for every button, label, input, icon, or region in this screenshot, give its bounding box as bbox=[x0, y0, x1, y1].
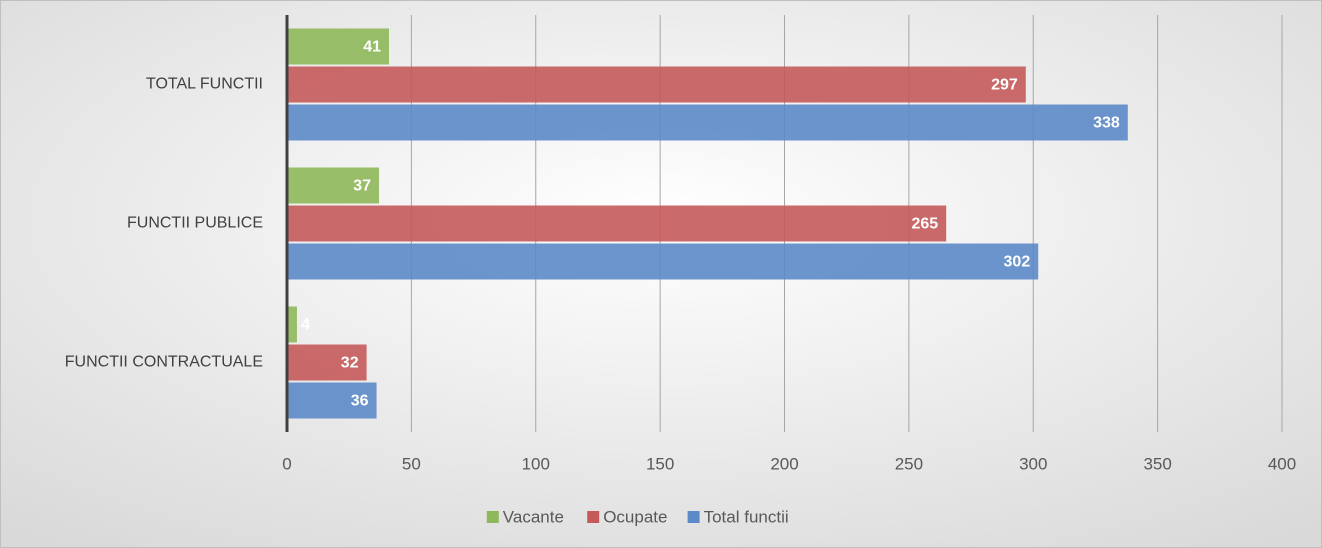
legend-swatch bbox=[587, 511, 600, 523]
data-label: 4 bbox=[301, 317, 310, 334]
data-label: 32 bbox=[341, 355, 359, 372]
x-tick-label: 200 bbox=[770, 454, 798, 473]
data-label: 338 bbox=[1093, 115, 1120, 132]
bar bbox=[287, 104, 1128, 141]
legend-swatch bbox=[486, 511, 499, 523]
legend-label: Vacante bbox=[503, 507, 564, 526]
bar bbox=[287, 344, 367, 381]
data-label: 297 bbox=[991, 77, 1018, 94]
x-tick-label: 300 bbox=[1019, 454, 1047, 473]
data-label: 36 bbox=[351, 393, 369, 410]
y-tick-label: FUNCTII CONTRACTUALE bbox=[65, 354, 263, 371]
data-label: 265 bbox=[911, 216, 938, 233]
bar bbox=[287, 28, 389, 65]
data-label: 302 bbox=[1004, 254, 1031, 271]
x-tick-label: 50 bbox=[402, 454, 421, 473]
y-tick-label: FUNCTII PUBLICE bbox=[127, 215, 263, 232]
bar bbox=[287, 382, 377, 419]
legend-label: Ocupate bbox=[603, 507, 667, 526]
x-tick-label: 150 bbox=[646, 454, 674, 473]
x-tick-label: 350 bbox=[1143, 454, 1171, 473]
bar bbox=[287, 306, 297, 343]
data-label: 37 bbox=[353, 178, 371, 195]
bar bbox=[287, 167, 380, 204]
x-tick-label: 250 bbox=[895, 454, 923, 473]
bar bbox=[287, 205, 947, 242]
legend-label: Total functii bbox=[704, 507, 789, 526]
x-tick-label: 100 bbox=[522, 454, 550, 473]
x-tick-label: 400 bbox=[1268, 454, 1296, 473]
y-tick-label: TOTAL FUNCTII bbox=[146, 76, 263, 93]
data-label: 41 bbox=[363, 39, 381, 56]
bar bbox=[287, 66, 1026, 103]
x-tick-label: 0 bbox=[282, 454, 291, 473]
legend-swatch bbox=[687, 511, 700, 523]
bar bbox=[287, 243, 1039, 280]
